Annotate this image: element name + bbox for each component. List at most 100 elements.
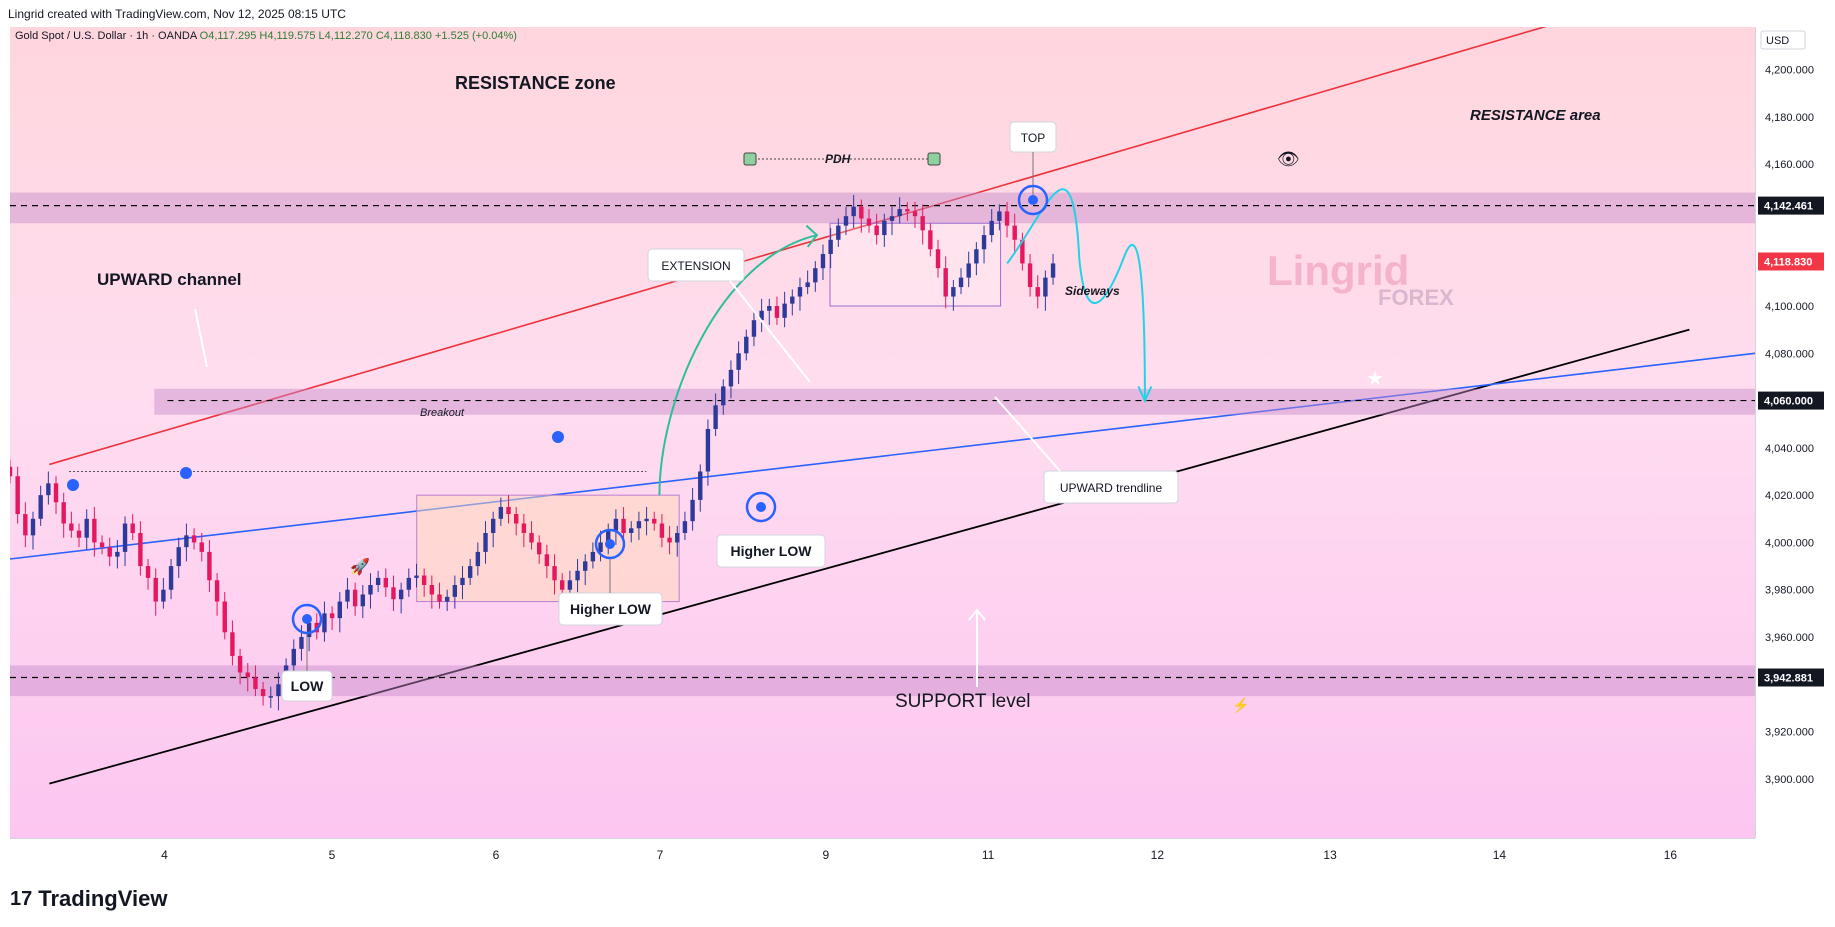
price-label-box — [1758, 668, 1824, 687]
time-axis[interactable]: 4 5 6 7 9 11 12 13 14 16 — [10, 838, 1755, 869]
candle-body — [360, 594, 366, 607]
candle-body — [53, 483, 59, 503]
candle-body — [928, 230, 933, 250]
candle-body — [230, 632, 235, 656]
low-label: LOW — [291, 678, 324, 694]
candle-body — [667, 537, 672, 543]
price-chart[interactable]: RESISTANCE zone RESISTANCE area UPWARD cha… — [7, 0, 1756, 838]
y-tick-label: 3,960.000 — [1765, 632, 1814, 644]
candle-body — [506, 506, 511, 515]
y-tick-label: 4,040.000 — [1765, 443, 1814, 455]
y-tick-label: 4,000.000 — [1765, 537, 1814, 549]
x-tick-label: 11 — [982, 848, 995, 862]
price-axis[interactable]: USD 4,200.000 4,180.000 4,160.000 4,100.000 4… — [1755, 27, 1826, 838]
candle-body — [905, 209, 910, 212]
candle-body — [23, 514, 28, 536]
candle-body — [728, 369, 734, 387]
candle-body — [352, 589, 358, 607]
candle-body — [199, 542, 204, 552]
candle-body — [69, 523, 74, 531]
candle-body — [828, 239, 833, 254]
candle-body — [567, 580, 573, 590]
pdh-right-handle — [927, 152, 941, 166]
chart-credit: Lingrid created with TradingView.com, No… — [8, 7, 346, 21]
candle-body — [375, 577, 381, 586]
candle-body — [698, 471, 703, 500]
candle-body — [30, 518, 36, 536]
chart-area[interactable]: RESISTANCE zone RESISTANCE area UPWARD cha… — [7, 0, 1756, 838]
sideways-label: Sideways — [1065, 284, 1120, 298]
lightning-icon: ⚡ — [1232, 697, 1249, 714]
pdh-label: PDH — [825, 152, 851, 166]
candle-body — [291, 648, 296, 666]
x-tick-label: 14 — [1493, 848, 1507, 862]
trendline-anchor-right — [552, 431, 564, 443]
candle-body — [1027, 263, 1033, 288]
candle-body — [997, 211, 1002, 221]
candle-body — [299, 637, 304, 649]
extension-arrow — [658, 234, 818, 496]
candle-body — [429, 585, 435, 595]
candle-body — [1050, 263, 1056, 278]
watermark-sub: FOREX — [1378, 285, 1454, 310]
footer-brand[interactable]: 17 TradingView — [10, 886, 167, 912]
candle-body — [92, 518, 97, 543]
candle-body — [675, 532, 680, 543]
candle-body — [107, 547, 112, 557]
candle-body — [966, 263, 971, 278]
currency-box — [1760, 30, 1806, 50]
low-marker-dot — [302, 614, 312, 624]
extension-arrowhead — [805, 224, 819, 248]
price-label: 4,142.461 — [1764, 201, 1813, 213]
price-label: 4,060.000 — [1764, 396, 1813, 408]
candle-body — [951, 287, 956, 297]
candle-body — [214, 580, 220, 602]
chart-symbol-line: Gold Spot / U.S. Dollar · 1h · OANDA O4,… — [15, 30, 517, 42]
candle-body — [598, 542, 603, 552]
candle-body — [874, 225, 879, 236]
candle-body — [268, 696, 273, 698]
candle-body — [145, 566, 151, 578]
candle-body — [444, 596, 450, 602]
candle-body — [452, 585, 458, 597]
candle-body — [813, 268, 818, 283]
candle-body — [207, 551, 212, 581]
candle-body — [345, 589, 350, 602]
candle-body — [122, 523, 128, 552]
candle-body — [606, 530, 611, 543]
candle-body — [751, 320, 757, 337]
price-label-box — [1758, 196, 1824, 215]
candle-body — [483, 532, 488, 552]
candle-body — [537, 542, 542, 555]
candle-body — [652, 518, 657, 524]
candle-body — [84, 518, 89, 538]
candle-body — [329, 613, 335, 619]
y-tick-label: 3,900.000 — [1765, 774, 1814, 786]
candle-body — [767, 306, 772, 311]
y-tick-label: 3,920.000 — [1765, 727, 1814, 739]
candle-body — [475, 551, 481, 567]
y-tick-label: 4,080.000 — [1765, 348, 1814, 360]
candle-body — [414, 575, 419, 578]
candle-body — [560, 580, 565, 590]
candle-body — [790, 296, 795, 304]
candle-body — [467, 566, 473, 578]
candle-body — [613, 518, 619, 531]
upward-trendline-line — [9, 352, 1756, 560]
candle-body — [237, 655, 243, 673]
candle-body — [222, 601, 227, 633]
candle-body — [406, 577, 412, 590]
candle-body — [191, 535, 197, 543]
candle-body — [721, 386, 726, 406]
candle-body — [958, 277, 964, 288]
extension-label: EXTENSION — [661, 259, 730, 273]
candle-body — [836, 225, 841, 240]
candle-body — [76, 530, 82, 538]
top-marker-dot — [1028, 195, 1038, 205]
candle-body — [176, 547, 181, 567]
candle-body — [659, 523, 665, 538]
candle-body — [1012, 225, 1017, 240]
candle-body — [882, 220, 887, 236]
candle-body — [943, 268, 948, 297]
candle-body — [1035, 287, 1040, 297]
